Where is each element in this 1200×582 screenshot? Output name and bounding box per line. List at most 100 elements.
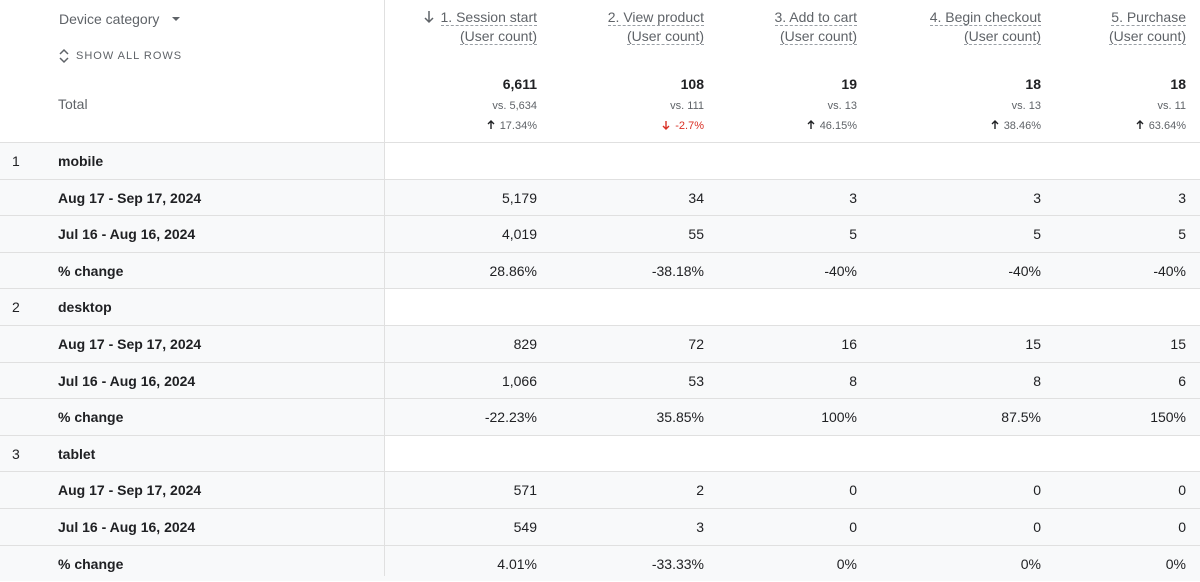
column-header[interactable]: 2. View product (User count) <box>544 8 704 46</box>
cell-value: 34 <box>688 189 704 206</box>
total-comparison: vs. 13 <box>827 100 857 112</box>
cell-value: 100% <box>821 409 857 426</box>
total-comparison: vs. 5,634 <box>492 100 537 112</box>
sort-icon <box>423 11 434 24</box>
total-comparison: vs. 111 <box>670 100 704 112</box>
cell-value: -22.23% <box>484 409 537 426</box>
step-name: 2. View product <box>607 9 704 26</box>
cell-value: 6 <box>1178 372 1186 389</box>
cell-value: 72 <box>688 336 704 352</box>
row-label: Jul 16 - Aug 16, 2024 <box>58 372 196 389</box>
cell-value: -40% <box>1153 262 1186 279</box>
change-text: 38.46% <box>1003 120 1041 132</box>
total-change: -2.7% <box>544 120 704 132</box>
total-change: 17.34% <box>377 120 537 132</box>
cell-value: 15 <box>1025 336 1041 352</box>
row-index: 3 <box>12 445 20 462</box>
column-header[interactable]: 4. Begin checkout (User count) <box>881 8 1041 46</box>
cell-value: 8 <box>849 372 857 389</box>
cell-value: 0 <box>1033 482 1041 499</box>
group-name: desktop <box>58 299 112 316</box>
row-label: % change <box>58 555 124 572</box>
trend-icon <box>807 120 815 129</box>
dimension-picker[interactable]: Device category <box>59 10 181 29</box>
row-label: Aug 17 - Sep 17, 2024 <box>58 482 202 499</box>
cell-value: 28.86% <box>489 262 537 279</box>
dimension-label: Device category <box>59 11 160 27</box>
group-row: 2 desktop <box>0 288 1200 325</box>
cell-value: 0 <box>1178 519 1186 535</box>
cell-value: 3 <box>696 519 704 535</box>
cell-value: -40% <box>1008 262 1041 279</box>
data-row: % change 4.01% -33.33% 0% 0% 0% <box>0 544 1200 582</box>
total-value: 19 <box>841 76 857 92</box>
cell-value: 5 <box>849 226 857 243</box>
cell-value: 150% <box>1150 409 1186 426</box>
step-name: 3. Add to cart <box>774 9 857 26</box>
cell-value: 5 <box>1178 226 1186 243</box>
total-change: 46.15% <box>697 120 857 132</box>
change-text: -2.7% <box>675 120 704 132</box>
cell-value: 87.5% <box>1001 409 1041 426</box>
step-line: 4. Begin checkout <box>881 8 1041 27</box>
cell-value: 829 <box>513 336 537 352</box>
data-row: Aug 17 - Sep 17, 2024 5,179 34 3 3 3 <box>0 178 1200 216</box>
total-change: 38.46% <box>881 120 1041 132</box>
cell-value: 1,066 <box>501 372 537 389</box>
cell-value: 0% <box>1165 555 1186 572</box>
group-fill <box>385 435 1200 472</box>
total-value: 108 <box>680 76 704 92</box>
trend-icon <box>662 121 670 130</box>
cell-value: 0% <box>1020 555 1041 572</box>
trend-icon <box>991 120 999 129</box>
cell-value: -40% <box>824 262 857 279</box>
cell-value: -33.33% <box>651 555 704 572</box>
change-text: 17.34% <box>499 120 537 132</box>
data-row: Jul 16 - Aug 16, 2024 4,019 55 5 5 5 <box>0 215 1200 252</box>
row-index: 1 <box>12 153 20 169</box>
cell-value: 0 <box>849 482 857 499</box>
metric-line: (User count) <box>1026 27 1186 46</box>
cell-value: 35.85% <box>656 409 704 426</box>
metric-name: (User count) <box>459 28 537 45</box>
metric-name: (User count) <box>1108 28 1186 45</box>
metric-line: (User count) <box>881 27 1041 46</box>
cell-value: 55 <box>688 226 704 243</box>
step-line: 3. Add to cart <box>697 8 857 27</box>
cell-value: 3 <box>849 189 857 206</box>
total-comparison: vs. 13 <box>1011 100 1041 112</box>
trend-icon <box>1136 120 1144 129</box>
group-fill <box>385 143 1200 179</box>
change-text: 63.64% <box>1148 120 1186 132</box>
data-row: Jul 16 - Aug 16, 2024 1,066 53 8 8 6 <box>0 361 1200 399</box>
metric-line: (User count) <box>544 27 704 46</box>
cell-value: 8 <box>1033 372 1041 389</box>
total-comparison: vs. 11 <box>1157 100 1186 112</box>
cell-value: 3 <box>1178 189 1186 206</box>
row-label: Aug 17 - Sep 17, 2024 <box>58 189 202 206</box>
row-index: 2 <box>12 299 20 316</box>
cell-value: 2 <box>696 482 704 499</box>
group-name: tablet <box>58 445 96 462</box>
cell-value: 16 <box>841 336 857 352</box>
group-row: 3 tablet <box>0 434 1200 472</box>
row-label: % change <box>58 262 124 279</box>
metric-name: (User count) <box>779 28 857 45</box>
cell-value: 15 <box>1170 336 1186 352</box>
step-line: 2. View product <box>544 8 704 27</box>
data-row: Aug 17 - Sep 17, 2024 829 72 16 15 15 <box>0 325 1200 362</box>
column-header[interactable]: 3. Add to cart (User count) <box>697 8 857 46</box>
row-label: Aug 17 - Sep 17, 2024 <box>58 336 202 352</box>
cell-value: 0 <box>1033 519 1041 535</box>
column-header[interactable]: 5. Purchase (User count) <box>1026 8 1186 46</box>
row-label: Jul 16 - Aug 16, 2024 <box>58 226 196 243</box>
metric-line: (User count) <box>377 27 537 46</box>
cell-value: 4.01% <box>497 555 537 572</box>
cell-value: 0% <box>836 555 857 572</box>
dropdown-icon <box>172 17 181 21</box>
show-all-rows[interactable]: SHOW ALL ROWS <box>58 48 182 64</box>
cell-value: -38.18% <box>651 262 704 279</box>
cell-value: 4,019 <box>501 226 537 243</box>
column-header[interactable]: 1. Session start (User count) <box>377 8 537 46</box>
step-line: 1. Session start <box>377 8 537 27</box>
